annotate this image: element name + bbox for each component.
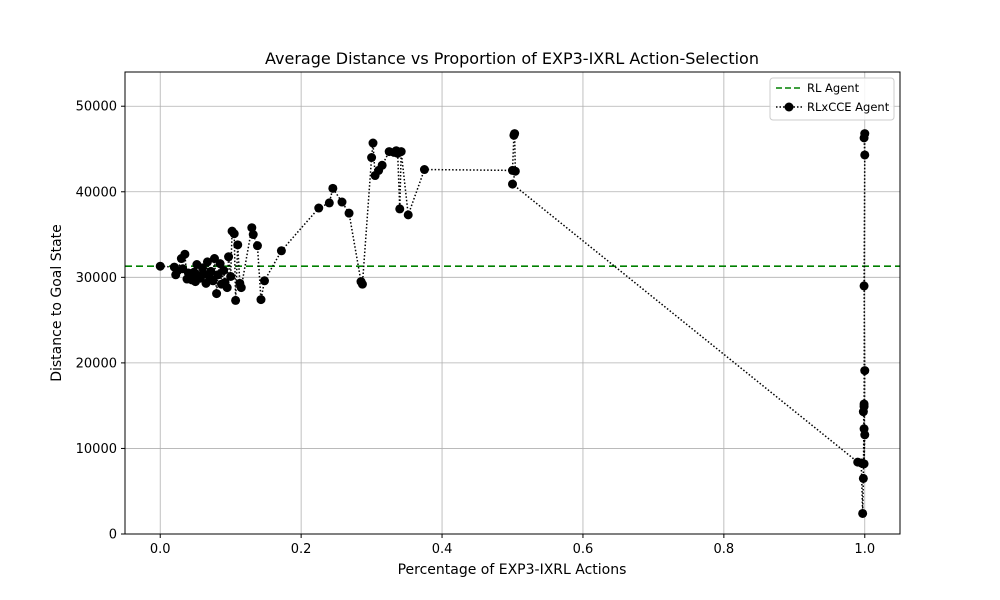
data-point — [256, 295, 266, 305]
data-point — [314, 203, 324, 213]
data-point — [344, 208, 354, 218]
data-point — [229, 229, 239, 239]
data-point — [395, 204, 405, 214]
y-tick-label: 50000 — [76, 100, 117, 115]
data-point — [324, 198, 334, 208]
data-point — [224, 252, 234, 262]
data-point — [368, 138, 378, 148]
data-point — [419, 165, 429, 175]
data-point — [859, 281, 869, 291]
y-axis: 0 10000 20000 30000 40000 50000 — [76, 100, 125, 543]
data-point — [510, 129, 520, 139]
data-point — [328, 183, 338, 193]
legend-label-rlxcce-agent: RLxCCE Agent — [807, 100, 890, 114]
series-group — [155, 129, 870, 518]
data-point — [858, 473, 868, 483]
legend-marker-rlxcce-agent — [784, 102, 794, 112]
x-tick-label: 0.0 — [150, 542, 171, 557]
data-point — [860, 430, 870, 440]
data-point — [226, 271, 236, 281]
chart-title: Average Distance vs Proportion of EXP3-I… — [265, 49, 759, 68]
data-point — [859, 459, 869, 469]
data-point — [219, 265, 229, 275]
data-point — [252, 241, 262, 251]
data-point — [858, 508, 868, 518]
data-point — [155, 261, 165, 271]
legend-label-rl-agent: RL Agent — [807, 81, 860, 95]
plot-background — [125, 72, 900, 534]
data-point — [510, 166, 520, 176]
legend-frame — [769, 77, 895, 121]
data-point — [215, 259, 225, 269]
x-tick-label: 0.8 — [714, 542, 735, 557]
x-tick-label: 0.2 — [291, 542, 312, 557]
data-point — [233, 240, 243, 250]
data-point — [859, 402, 869, 412]
data-point — [276, 246, 286, 256]
y-tick-label: 30000 — [76, 271, 117, 286]
x-axis: 0.0 0.2 0.4 0.6 0.8 1.0 — [150, 534, 875, 557]
data-point — [231, 295, 241, 305]
data-point — [508, 179, 517, 189]
data-point — [248, 230, 258, 240]
y-tick-label: 20000 — [76, 356, 117, 371]
x-axis-label: Percentage of EXP3-IXRL Actions — [398, 562, 627, 578]
data-point — [222, 283, 232, 293]
data-point — [860, 366, 870, 376]
y-tick-label: 10000 — [76, 442, 117, 457]
legend: RL Agent RLxCCE Agent — [769, 77, 895, 121]
data-point — [247, 223, 257, 233]
data-point — [860, 150, 870, 160]
x-tick-label: 0.4 — [432, 542, 453, 557]
data-point — [180, 249, 190, 259]
plot-frame — [124, 71, 901, 535]
data-point — [377, 160, 387, 170]
data-point — [396, 147, 406, 157]
y-tick-label: 0 — [109, 528, 117, 543]
data-point — [208, 276, 218, 286]
x-tick-label: 1.0 — [854, 542, 875, 557]
data-point — [367, 153, 377, 163]
data-point — [202, 257, 212, 267]
data-point — [860, 129, 870, 139]
data-point — [403, 210, 413, 220]
data-point — [206, 266, 216, 276]
data-point — [260, 276, 269, 286]
y-tick-label: 40000 — [76, 185, 117, 200]
data-point — [357, 279, 367, 289]
x-tick-label: 0.6 — [573, 542, 594, 557]
data-point — [212, 289, 222, 299]
y-axis-label: Distance to Goal State — [49, 224, 65, 382]
data-point — [236, 283, 246, 293]
data-point — [337, 197, 347, 207]
